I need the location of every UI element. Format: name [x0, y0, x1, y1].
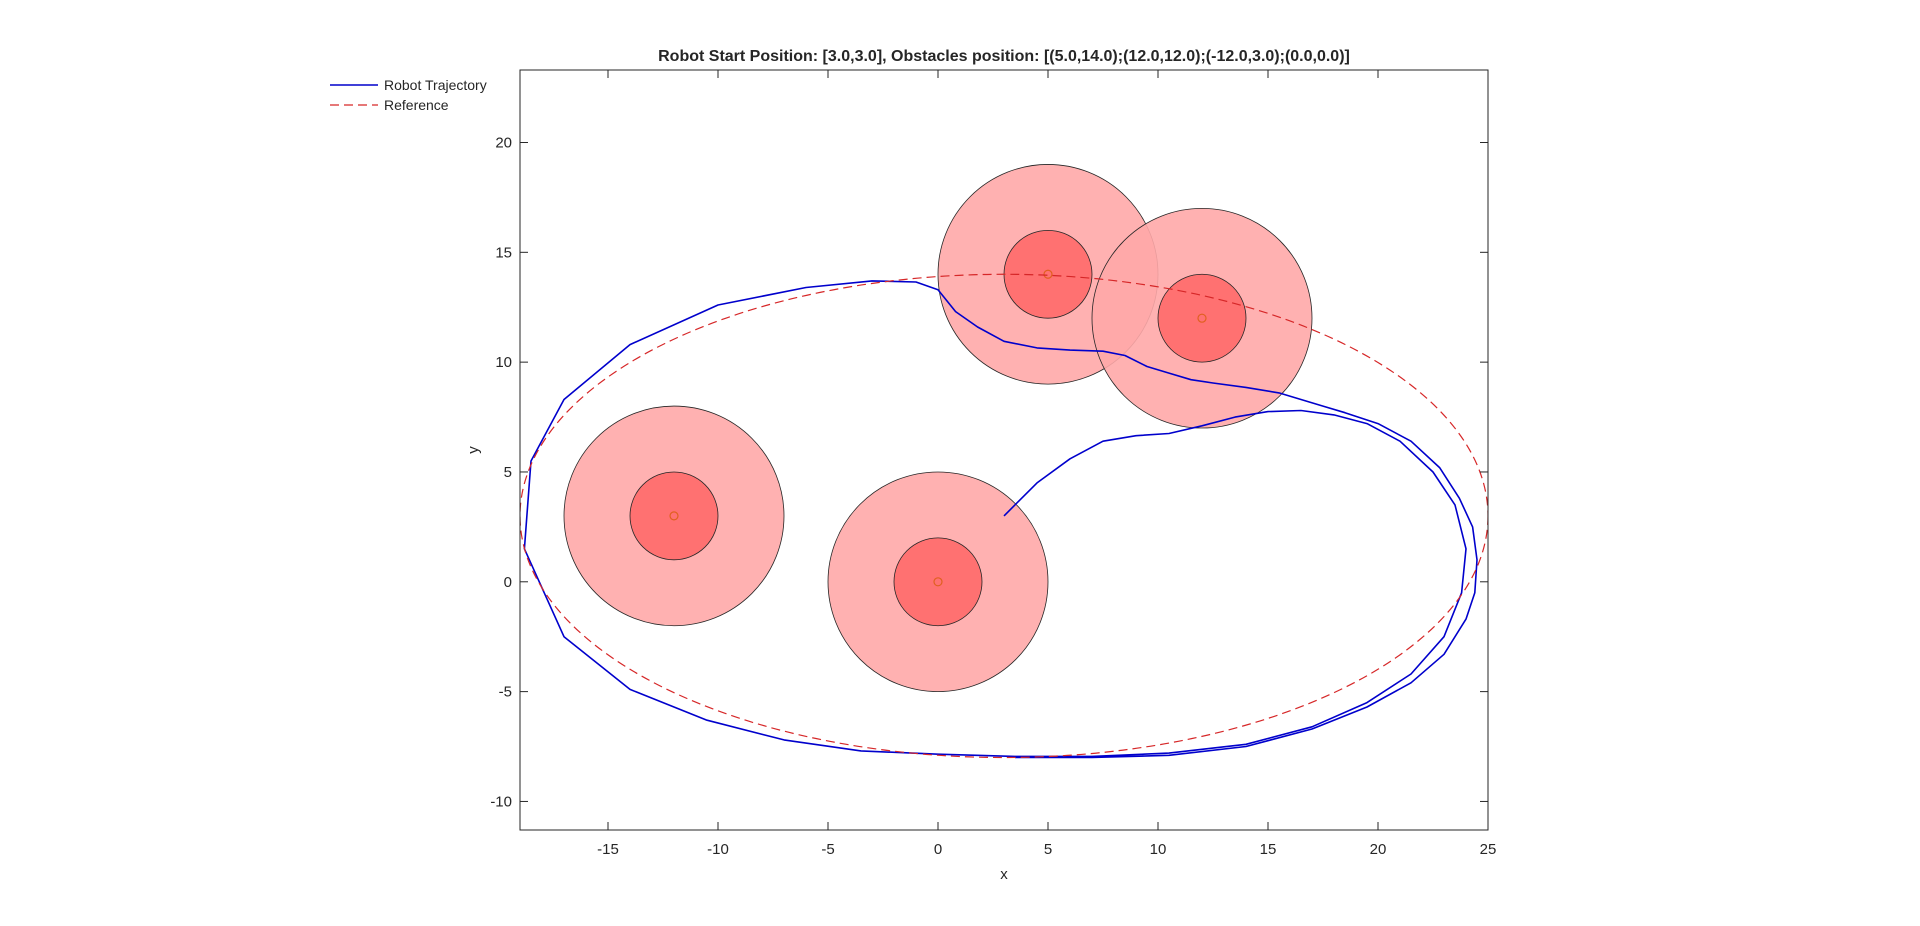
- x-tick-label: 0: [934, 841, 942, 858]
- x-tick-label: -5: [821, 841, 834, 858]
- legend: Robot Trajectory Reference: [330, 77, 487, 113]
- x-tick-label: 15: [1260, 841, 1277, 858]
- y-tick-label: 10: [495, 354, 512, 371]
- x-tick-label: 20: [1370, 841, 1387, 858]
- y-tick-label: 0: [504, 574, 512, 591]
- y-tick-label: -5: [499, 684, 512, 701]
- legend-label-reference: Reference: [384, 97, 449, 113]
- obstacle-4-inner-zone: [893, 537, 983, 627]
- y-tick-label: -10: [490, 793, 512, 810]
- legend-label-robot-trajectory: Robot Trajectory: [384, 77, 487, 93]
- obstacle-2-inner-zone: [1157, 273, 1247, 363]
- x-tick-label: 10: [1150, 841, 1167, 858]
- axes-box: [519, 69, 1489, 831]
- obstacle-1-center-marker: [1043, 269, 1053, 279]
- x-tick-label: -10: [707, 841, 729, 858]
- series-reference: [520, 273, 1488, 759]
- ticks-layer: -15 -10 -5 0 5 10 15 20 25 -10 -5 0 5 10 15 20: [490, 70, 1496, 858]
- x-tick-label: 25: [1480, 841, 1497, 858]
- y-tick-label: 15: [495, 244, 512, 261]
- chart-title: Robot Start Position: [3.0,3.0], Obstacl…: [658, 48, 1350, 65]
- obstacle-4-center-marker: [933, 577, 943, 587]
- series-layer: [520, 273, 1488, 759]
- x-tick-label: 5: [1044, 841, 1052, 858]
- series-robot-trajectory: [523, 280, 1478, 759]
- y-tick-label: 5: [504, 464, 512, 481]
- y-tick-label: 20: [495, 134, 512, 151]
- x-axis-label: x: [1000, 866, 1008, 883]
- x-tick-label: -15: [597, 841, 619, 858]
- obstacle-3-inner-zone: [629, 471, 719, 561]
- obstacle-3-center-marker: [669, 511, 679, 521]
- obstacle-2-center-marker: [1197, 313, 1207, 323]
- y-axis-label: y: [465, 446, 482, 454]
- obstacle-layer: [563, 164, 1313, 693]
